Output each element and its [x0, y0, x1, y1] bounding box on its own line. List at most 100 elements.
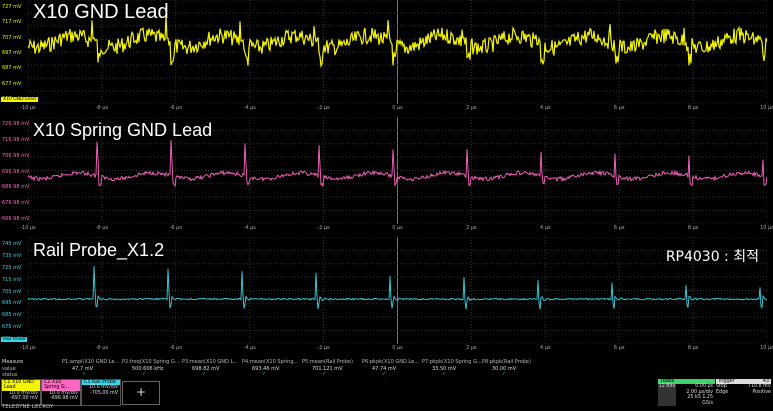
measure-value: 30.00 mV: [492, 366, 517, 372]
grid-3: [28, 237, 767, 344]
y-tick-label: 687 mV: [2, 65, 22, 72]
channel-box-c3[interactable]: C3 Rail Probe 10.0 mV/div -705.00 mV: [81, 379, 121, 406]
status-check-icon: ✓: [202, 371, 207, 377]
x-tick-label: 2 µs: [466, 225, 477, 231]
x-tick-label: 0 µs: [392, 105, 403, 111]
y-tick-label: 707 mV: [2, 34, 22, 41]
y-tick-label: 666.98 mV: [2, 216, 30, 222]
y-tick-label: 717 mV: [2, 19, 22, 26]
waveform-trace-3: [28, 237, 767, 344]
y-tick-label: 676.98 mV: [2, 200, 30, 207]
x-tick-label: 10 µs: [760, 345, 773, 351]
waveform-panel-2[interactable]: X10 Spring GND Lead 726.98 mV 716.98 mV 70…: [0, 117, 773, 237]
measure-value: 701.121 mV: [312, 366, 343, 372]
trigger-box[interactable]: Trigger 43 Stop 710.8 mV Edge Positive: [716, 379, 771, 395]
measure-value: 47.74 mV: [372, 366, 397, 372]
trigger-mode: Stop 710.8 mV: [716, 384, 771, 390]
x-tick-label: 8 µs: [687, 105, 699, 111]
measure-value-label: value: [2, 366, 16, 372]
y-tick-label: 696.98 mV: [2, 168, 30, 175]
x-tick-label: 6 µs: [613, 225, 625, 231]
waveform-panel-3[interactable]: Rail Probe_X1.2 745 mV 735 mV 725 mV 715 mV…: [0, 237, 773, 357]
timebase-label: Tbase: [658, 379, 715, 385]
x-tick-label: -8 µs: [95, 105, 109, 111]
y-tick-label: 697 mV: [2, 50, 22, 56]
grid-2: [28, 117, 767, 224]
x-tick-label: -2 µs: [317, 105, 330, 111]
measure-name[interactable]: P2:freq(X10 Spring G...: [122, 359, 180, 365]
measure-status-label: status: [2, 372, 18, 378]
y-tick-label: 706.98 mV: [2, 152, 30, 159]
x-tick-label: 2 µs: [466, 345, 477, 351]
x-tick-label: 4 µs: [540, 225, 551, 231]
trace-line: [28, 139, 767, 188]
timebase-rate: 25 kS 1.25 GS/s: [687, 395, 713, 406]
brand-logo: TELEDYNE LECROY: [2, 404, 54, 410]
x-tick-label: -6 µs: [169, 225, 182, 231]
measure-name[interactable]: P4:mean(X10 Spring...: [242, 359, 299, 365]
trigger-type: Edge Positive: [716, 389, 771, 395]
channel-id: C2: [44, 380, 51, 385]
status-check-icon: ✓: [502, 371, 507, 377]
y-tick-label: 716.98 mV: [2, 136, 30, 143]
measure-value: 693.46 mV: [252, 366, 280, 372]
channel-header: C3 Rail Probe: [82, 380, 120, 386]
channel-tag: Rail Probe: [1, 337, 28, 342]
y-tick-label: 685 mV: [2, 312, 22, 319]
x-tick-label: -2 µs: [317, 225, 330, 231]
y-tick-label: 725 mV: [2, 264, 22, 271]
channel-box-c1[interactable]: C1 X10 GND Lead 10.0 mV/div -697.00 mV: [1, 379, 41, 406]
y-tick-label: 695 mV: [2, 300, 22, 307]
status-check-icon: ✓: [142, 371, 147, 377]
y-tick-label: 686.98 mV: [2, 184, 30, 191]
channel-name: X10 Spring G...: [44, 380, 70, 391]
measure-value: 500.606 kHz: [132, 366, 164, 372]
x-tick-label: -10 µs: [20, 105, 36, 111]
x-tick-label: -10 µs: [20, 345, 36, 351]
channel-offset: -696.98 mV: [50, 396, 78, 402]
x-tick-label: -6 µs: [169, 345, 182, 351]
channel-id: C1: [4, 380, 11, 385]
y-tick-label: 677 mV: [2, 80, 22, 87]
channel-tag: X10 GND Lead: [1, 97, 38, 102]
y-tick-label: 735 mV: [2, 252, 22, 259]
measure-name[interactable]: P5:mean(Rail Probe): [302, 359, 353, 365]
x-tick-label: -10 µs: [20, 225, 36, 231]
measure-name[interactable]: P1:ampl(X10 GND Le...: [62, 359, 120, 365]
x-tick-label: -8 µs: [95, 345, 109, 351]
channel-scale: 10.0 mV/div: [89, 385, 118, 391]
measure-name[interactable]: P7:pkpk(X10 Spring G...: [422, 359, 482, 365]
panel-title-2: X10 Spring GND Lead: [33, 120, 213, 140]
y-tick-label: 726.98 mV: [2, 121, 30, 127]
x-tick-label: -4 µs: [243, 105, 256, 111]
x-tick-label: 4 µs: [540, 345, 551, 351]
y-tick-label: 727 mV: [2, 4, 22, 10]
y-tick-label: 705 mV: [2, 288, 22, 295]
measure-table[interactable]: Measure value status P1:ampl(X10 GND Le.…: [0, 357, 773, 379]
measure-name[interactable]: P6:pkpk(X10 GND Le...: [362, 359, 419, 365]
y-tick-label: 675 mV: [2, 324, 22, 331]
panel-title-1: X10 GND Lead: [33, 1, 169, 23]
measure-name[interactable]: P8:pkpk(Rail Probe): [482, 359, 531, 365]
measure-name[interactable]: P3:mean(X10 GND L...: [182, 359, 238, 365]
trace-line: [28, 265, 767, 310]
x-tick-label: 6 µs: [613, 345, 625, 351]
x-tick-label: 8 µs: [687, 345, 699, 351]
add-channel-button[interactable]: +: [122, 381, 160, 405]
channel-name: Rail Probe: [91, 380, 116, 385]
channel-id: C3: [84, 380, 91, 385]
timebase-scale: 2.00 µs/div: [686, 389, 713, 395]
x-tick-label: 0 µs: [392, 345, 403, 351]
timebase-delay: 0.00 µs: [695, 384, 713, 390]
status-check-icon: ✓: [82, 371, 87, 377]
waveform-panel-1[interactable]: X10 GND Lead 727 mV 717 mV 707 mV 697 mV 687…: [0, 0, 773, 117]
measure-value: 47.7 mV: [72, 366, 94, 372]
x-tick-label: -4 µs: [243, 345, 256, 351]
measure-value: 33.50 mV: [432, 366, 457, 372]
channel-box-c2[interactable]: C2 X10 Spring G... 10.0 mV/div -696.98 mV: [41, 379, 81, 406]
timebase-box[interactable]: Tbase 12 Bits 0.00 µs 2.00 µs/div 25 kS …: [658, 379, 715, 407]
status-check-icon: ✓: [262, 371, 267, 377]
grid-1: [28, 0, 767, 104]
channel-header: C2 X10 Spring G...: [42, 380, 80, 391]
x-tick-label: 8 µs: [687, 225, 699, 231]
